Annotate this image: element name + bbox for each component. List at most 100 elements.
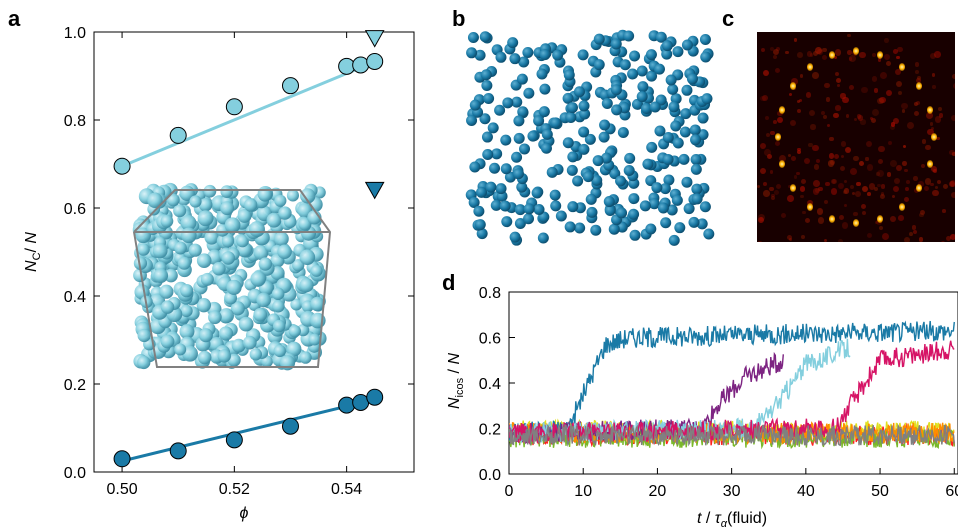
noise-speckle (885, 89, 893, 96)
cluster-sphere (274, 194, 287, 207)
cluster-sphere (237, 208, 252, 223)
particle (468, 196, 480, 208)
noise-speckle (896, 55, 900, 60)
particle (615, 175, 627, 187)
cluster-sphere (188, 243, 202, 257)
particle (690, 154, 702, 166)
cluster-sphere (218, 308, 234, 324)
noise-speckle (934, 51, 941, 58)
cluster-sphere (196, 253, 212, 268)
noise-speckle (769, 46, 775, 52)
cluster-sphere (180, 215, 197, 231)
noise-speckle (950, 114, 955, 122)
noise-speckle (773, 55, 778, 60)
particle (690, 134, 702, 146)
noise-speckle (766, 153, 772, 159)
particle (697, 112, 709, 124)
data-point (366, 388, 384, 406)
particle (481, 80, 493, 92)
noise-speckle (849, 55, 857, 62)
particle (584, 133, 596, 145)
noise-speckle (952, 73, 955, 80)
y-tick-label: 0.8 (64, 113, 86, 130)
particle (609, 168, 621, 180)
particle (500, 134, 512, 146)
particle (672, 46, 684, 58)
noise-speckle (936, 136, 941, 141)
cluster-sphere (180, 284, 194, 298)
data-point (338, 396, 356, 414)
particle (579, 108, 591, 120)
noise-speckle (799, 194, 804, 199)
particle (518, 56, 530, 68)
cluster-sphere (300, 188, 316, 204)
cluster-sphere (299, 278, 314, 293)
cluster-sphere (153, 268, 169, 284)
cluster-sphere (160, 300, 175, 314)
panel-d-letter: d (442, 270, 455, 295)
data-point (169, 442, 187, 460)
particle (566, 102, 578, 114)
particle (552, 49, 564, 61)
cluster-sphere (299, 351, 312, 364)
noise-speckle (808, 110, 815, 117)
noise-speckle (849, 85, 854, 91)
noise-speckle (812, 144, 819, 152)
panel-d-chart: 0 10 20 30 40 50 60 0.0 0.2 0.4 0.6 0.8 Nicos / N t… (446, 285, 958, 528)
data-point (366, 52, 384, 70)
particle (593, 33, 605, 45)
noise-speckle (889, 159, 897, 167)
noise-speckle (934, 116, 942, 123)
noise-speckle (867, 192, 871, 197)
noise-speckle (877, 158, 883, 164)
noise-speckle (769, 186, 775, 192)
noise-speckle (765, 132, 770, 137)
y-tick-label: 0.0 (479, 467, 501, 484)
bragg-peak (789, 82, 796, 91)
noise-speckle (848, 57, 853, 61)
particle (628, 208, 640, 220)
particle (479, 31, 491, 43)
cluster-sphere (197, 350, 212, 365)
panel-a-markers (113, 30, 385, 468)
noise-speckle (904, 196, 910, 202)
noise-speckle (829, 136, 834, 142)
noise-speckle (915, 69, 920, 74)
noise-speckle (813, 180, 820, 188)
noise-speckle (867, 164, 874, 171)
noise-speckle (871, 76, 878, 82)
noise-speckle (850, 168, 858, 176)
noise-speckle (793, 37, 798, 42)
noise-speckle (812, 187, 820, 195)
particle (467, 32, 479, 44)
particle (686, 73, 698, 85)
noise-speckle (775, 68, 781, 74)
cluster-sphere (288, 324, 301, 338)
noise-speckle (769, 170, 774, 174)
noise-speckle (760, 47, 765, 53)
panel-a-chart: 0.50 0.52 0.54 0.0 0.2 0.4 0.6 0.8 1.0 ϕ NC/ N (23, 25, 415, 522)
data-point-triangle (364, 181, 385, 200)
noise-speckle (904, 236, 911, 242)
particle (479, 113, 491, 125)
particle (509, 53, 521, 65)
noise-speckle (924, 178, 931, 185)
particle (522, 46, 534, 58)
noise-speckle (787, 184, 792, 189)
cluster-sphere (279, 355, 296, 371)
data-point (113, 157, 131, 175)
particle (610, 84, 622, 96)
particle (663, 174, 675, 186)
noise-speckle (880, 72, 887, 79)
particle (585, 193, 597, 205)
y-tick-label: 0.4 (64, 289, 86, 306)
cluster-sphere (208, 310, 222, 325)
bragg-peak (916, 82, 923, 91)
cluster-sphere (238, 316, 254, 332)
noise-speckle (797, 147, 801, 151)
noise-speckle (796, 149, 801, 154)
cluster-sphere (179, 324, 195, 340)
noise-speckle (914, 62, 920, 68)
cluster-sphere (212, 261, 226, 276)
particle (610, 38, 622, 50)
